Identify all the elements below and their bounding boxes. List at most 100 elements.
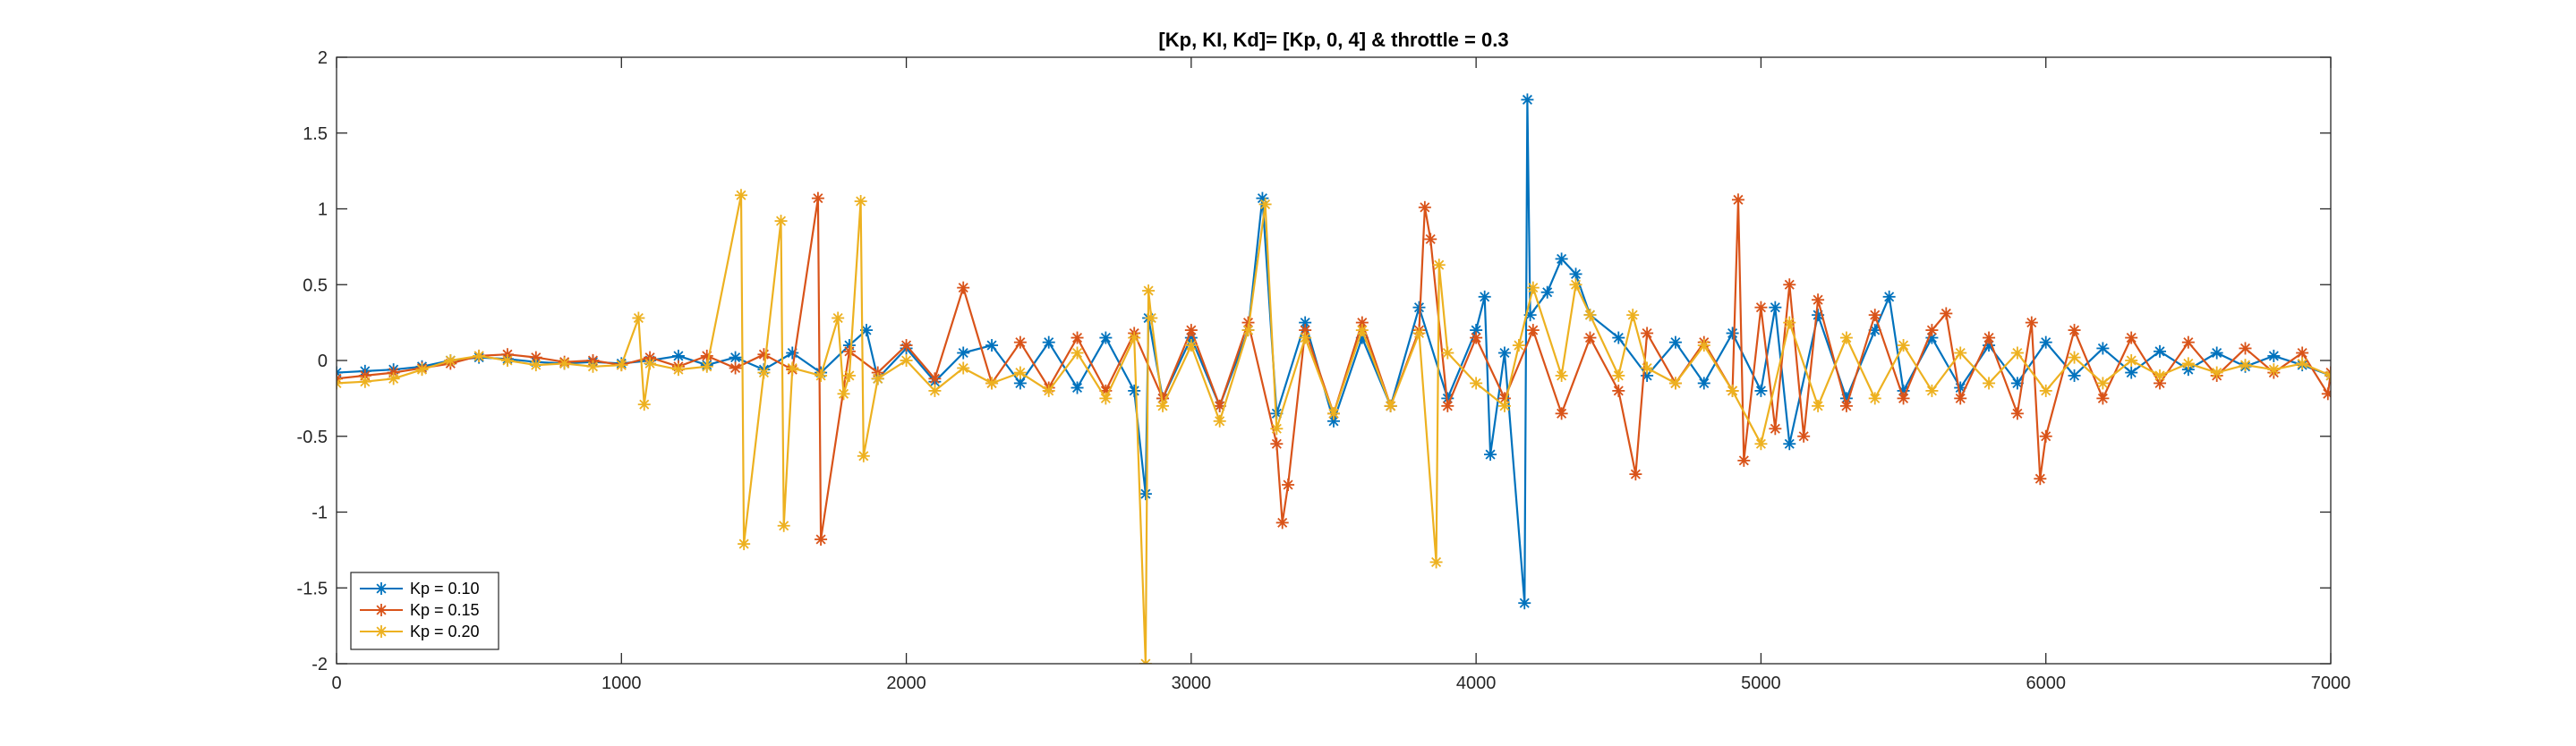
data-point: [1139, 487, 1152, 501]
data-point: [1497, 399, 1511, 412]
data-point: [1518, 597, 1531, 610]
y-tick-label: 1: [318, 200, 328, 220]
data-point: [473, 349, 486, 362]
data-point: [1099, 392, 1113, 405]
data-point: [1042, 384, 1055, 397]
data-point: [2239, 342, 2252, 355]
data-point: [1355, 324, 1369, 337]
data-point: [729, 351, 742, 364]
data-point: [1812, 399, 1825, 412]
data-point: [1512, 339, 1525, 352]
data-point: [1013, 335, 1027, 349]
legend-label: Kp = 0.10: [410, 580, 480, 598]
data-point: [2210, 366, 2223, 379]
data-point: [2324, 369, 2331, 382]
data-point: [1726, 384, 1739, 397]
data-point: [2010, 346, 2024, 360]
data-point: [444, 354, 457, 367]
data-point: [1583, 331, 1597, 344]
data-point: [1783, 278, 1796, 292]
data-point: [1526, 281, 1540, 294]
data-point: [1925, 324, 1939, 337]
y-tick-label: -1.5: [297, 579, 328, 598]
data-point: [871, 372, 884, 386]
data-point: [387, 372, 400, 386]
x-tick-label: 0: [331, 674, 341, 693]
data-point: [1569, 278, 1582, 292]
legend-label: Kp = 0.15: [410, 601, 480, 619]
data-point: [1299, 316, 1312, 329]
data-point: [2154, 369, 2167, 382]
data-point: [1128, 331, 1141, 344]
data-point: [1484, 448, 1497, 462]
y-tick-label: 1.5: [303, 124, 328, 144]
data-point: [1184, 339, 1198, 352]
data-point: [1013, 377, 1027, 390]
data-point: [2267, 363, 2281, 377]
data-point: [1668, 377, 1682, 390]
data-point: [1241, 324, 1255, 337]
data-point: [2068, 324, 2081, 337]
data-point: [1668, 335, 1682, 349]
data-point: [2034, 472, 2047, 486]
legend[interactable]: Kp = 0.10 Kp = 0.15 Kp = 0.20: [350, 572, 499, 650]
data-point: [1897, 392, 1910, 405]
x-tick-label: 7000: [2311, 674, 2351, 693]
data-point: [2296, 346, 2309, 360]
y-tick-label: 2: [318, 48, 328, 68]
data-point: [1641, 326, 1654, 340]
data-point: [1441, 346, 1454, 360]
data-point: [1940, 307, 1953, 320]
data-point: [2025, 316, 2038, 329]
x-tick-label: 6000: [2026, 674, 2066, 693]
data-point: [774, 215, 788, 228]
data-point: [1868, 309, 1881, 322]
data-point: [1139, 657, 1152, 664]
data-point: [842, 369, 856, 382]
data-point: [1783, 437, 1796, 451]
data-point: [860, 324, 874, 337]
data-point: [854, 195, 867, 208]
data-point: [985, 339, 999, 352]
y-tick-label: 0.5: [303, 276, 328, 295]
data-point: [1882, 290, 1896, 303]
data-point: [1042, 335, 1055, 349]
legend-item[interactable]: Kp = 0.15: [360, 601, 480, 619]
data-point: [1424, 233, 1437, 246]
data-point: [1213, 414, 1226, 428]
data-point: [757, 366, 771, 379]
legend-item[interactable]: Kp = 0.20: [360, 623, 480, 640]
data-point: [337, 377, 343, 390]
data-point: [2296, 357, 2309, 370]
data-point: [1797, 429, 1811, 443]
data-point: [1521, 93, 1534, 106]
data-point: [1470, 377, 1483, 390]
legend-label: Kp = 0.20: [410, 623, 480, 640]
x-tick-label: 5000: [1741, 674, 1781, 693]
data-point: [1925, 384, 1939, 397]
data-point: [2039, 384, 2052, 397]
y-tick-label: -0.5: [297, 428, 328, 447]
data-point: [2068, 369, 2081, 382]
y-tick-label: -1: [311, 504, 328, 523]
legend-item[interactable]: Kp = 0.10: [360, 580, 480, 598]
data-point: [1754, 301, 1768, 314]
x-tick-label: 2000: [886, 674, 926, 693]
data-point: [1478, 290, 1491, 303]
data-point: [729, 361, 742, 375]
data-point: [1258, 198, 1272, 211]
data-point: [1697, 339, 1710, 352]
data-point: [928, 384, 942, 397]
data-point: [2039, 335, 2052, 349]
series-layer: [337, 93, 2331, 664]
data-point: [1070, 331, 1084, 344]
data-point: [1812, 293, 1825, 307]
data-point: [615, 359, 628, 372]
data-point: [1145, 311, 1158, 325]
data-point: [1270, 422, 1284, 436]
data-point: [1013, 366, 1027, 379]
data-point: [1540, 285, 1554, 299]
data-point: [2068, 351, 2081, 364]
data-point: [358, 375, 371, 388]
